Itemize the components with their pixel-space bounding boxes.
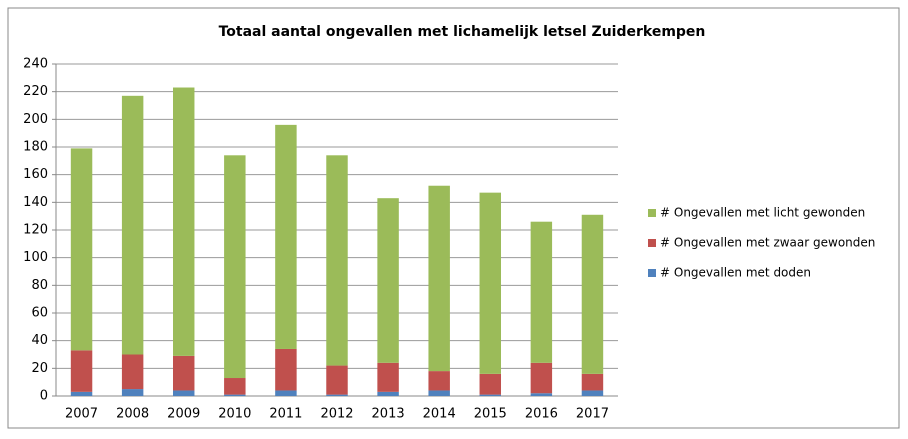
x-tick-label: 2012 xyxy=(320,407,353,422)
y-tick-label: 220 xyxy=(23,84,48,99)
y-tick-label: 180 xyxy=(23,140,48,155)
bar-segment xyxy=(172,355,195,391)
y-tick-label: 160 xyxy=(23,167,48,182)
x-tick-label: 2009 xyxy=(167,407,200,422)
bar-segment xyxy=(275,390,297,396)
bar-segment xyxy=(326,365,348,395)
bar-segment xyxy=(121,389,144,396)
bar-segment xyxy=(326,394,348,396)
legend-label: # Ongevallen met doden xyxy=(660,266,811,280)
legend-swatch xyxy=(648,269,656,277)
y-tick-label: 80 xyxy=(31,278,48,293)
y-tick-label: 20 xyxy=(31,361,48,376)
bar-segment xyxy=(428,185,450,372)
chart-title: Totaal aantal ongevallen met lichamelijk… xyxy=(219,24,706,40)
bar-segment xyxy=(530,393,553,396)
y-tick-label: 200 xyxy=(23,112,48,127)
x-tick-label: 2014 xyxy=(423,407,456,422)
y-tick-label: 140 xyxy=(23,195,48,210)
legend-label: # Ongevallen met licht gewonden xyxy=(660,206,865,220)
x-tick-label: 2010 xyxy=(218,407,251,422)
legend-label: # Ongevallen met zwaar gewonden xyxy=(660,236,875,250)
bar-segment xyxy=(530,362,553,394)
bar-segment xyxy=(428,390,450,396)
bar-segment xyxy=(275,348,297,391)
y-tick-label: 40 xyxy=(31,333,48,348)
x-tick-label: 2011 xyxy=(269,407,302,422)
y-tick-label: 240 xyxy=(23,57,48,72)
x-tick-label: 2015 xyxy=(474,407,507,422)
y-tick-label: 100 xyxy=(23,250,48,265)
bar-segment xyxy=(224,378,246,395)
bar-segment xyxy=(70,350,93,392)
bar-segment xyxy=(172,390,195,396)
bar-segment xyxy=(121,354,144,390)
x-tick-label: 2017 xyxy=(576,407,609,422)
bar-segment xyxy=(70,148,93,351)
bar-segment xyxy=(530,221,553,363)
x-tick-label: 2016 xyxy=(525,407,558,422)
bar-segment xyxy=(428,371,450,391)
bar-segment xyxy=(581,214,604,374)
bar-segment xyxy=(121,95,144,355)
y-tick-label: 0 xyxy=(40,389,48,404)
chart-border xyxy=(7,7,900,429)
y-tick-label: 120 xyxy=(23,223,48,238)
bar-segment xyxy=(479,373,502,395)
bar-segment xyxy=(581,373,604,391)
bar-segment xyxy=(377,391,399,396)
bar-segment xyxy=(224,394,246,396)
bar-segment xyxy=(275,124,297,349)
bar-segment xyxy=(172,87,195,356)
y-tick-label: 60 xyxy=(31,306,48,321)
bar-segment xyxy=(224,155,246,379)
bar-segment xyxy=(377,362,399,392)
x-tick-label: 2013 xyxy=(372,407,405,422)
legend-swatch xyxy=(648,239,656,247)
x-tick-label: 2008 xyxy=(116,407,149,422)
bar-segment xyxy=(377,198,399,363)
bar-segment xyxy=(581,390,604,396)
bar-segment xyxy=(479,192,502,374)
bar-segment xyxy=(479,394,502,396)
x-tick-label: 2007 xyxy=(65,407,98,422)
legend-swatch xyxy=(648,209,656,217)
bar-segment xyxy=(326,155,348,366)
bar-segment xyxy=(70,391,93,396)
